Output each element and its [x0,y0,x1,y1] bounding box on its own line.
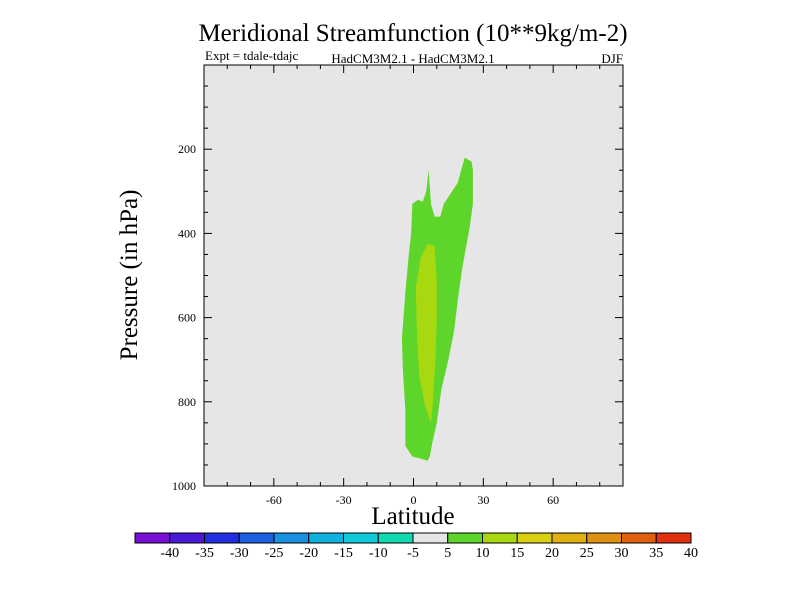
colorbar-swatch [377,532,414,544]
chart-title: Meridional Streamfunction (10**9kg/m-2) [198,20,627,47]
colorbar-swatch [551,532,588,544]
colorbar-label: -30 [230,546,249,561]
colorbar-label: -35 [195,546,214,561]
colorbar-swatch [169,532,205,544]
colorbar-label: -10 [369,546,388,561]
plot-frame [203,64,624,487]
colorbar-swatch [204,532,240,544]
x-tick-label: 30 [477,493,489,507]
contour-region-positive-10-to-15 [415,243,437,423]
colorbar-swatch [655,532,692,544]
colorbar-swatch [586,532,622,544]
x-axis-label: Latitude [371,503,454,530]
colorbar-swatch [273,532,310,544]
colorbar-label: 5 [444,546,451,561]
colorbar-label: 30 [615,546,629,561]
colorbar-label: -40 [160,546,179,561]
colorbar-label: 20 [545,546,559,561]
x-tick-label: 0 [411,493,417,507]
colorbar-swatch [516,532,553,544]
colorbar-labels: -40 -35 -30 -25 -20 -15 -10 -5 5 10 15 20 25 30 35 40 [160,546,698,561]
colorbar-swatch [238,532,275,544]
colorbar-swatch [412,532,449,544]
chart-subtitle-center: HadCM3M2.1 - HadCM3M2.1 [331,51,494,66]
y-tick-label: 600 [178,311,196,325]
colorbar-swatch [343,532,379,544]
y-tick-label: 400 [178,226,196,240]
colorbar-label: 25 [580,546,594,561]
contour-region-positive-5-to-10 [401,157,473,461]
colorbar-label: -15 [334,546,353,561]
colorbar-label: 35 [649,546,663,561]
contour-regions [401,157,473,461]
x-tick-label: 60 [547,493,559,507]
x-tick-labels: -60 -30 0 30 60 [266,493,559,507]
colorbar-swatch [134,532,171,544]
x-tick-label: -30 [336,493,352,507]
colorbar-label: -5 [407,546,419,561]
colorbar-label: -25 [265,546,284,561]
axis-ticks [204,65,623,486]
chart-subtitle-right: DJF [601,51,623,66]
colorbar-label: 40 [684,546,698,561]
y-tick-label: 1000 [172,479,196,493]
y-axis-label: Pressure (in hPa) [116,190,143,361]
y-tick-label: 800 [178,395,196,409]
x-tick-label: -60 [266,493,282,507]
y-tick-labels: 200 400 600 800 1000 [172,142,196,493]
colorbar-label: 10 [476,546,490,561]
colorbar [134,532,692,544]
colorbar-label: 15 [510,546,524,561]
colorbar-swatch [621,532,657,544]
colorbar-swatch [308,532,344,544]
chart-subtitle-left: Expt = tdale-tdajc [205,48,298,63]
colorbar-label: -20 [299,546,318,561]
y-tick-label: 200 [178,142,196,156]
colorbar-swatch [482,532,518,544]
colorbar-swatch [447,532,483,544]
